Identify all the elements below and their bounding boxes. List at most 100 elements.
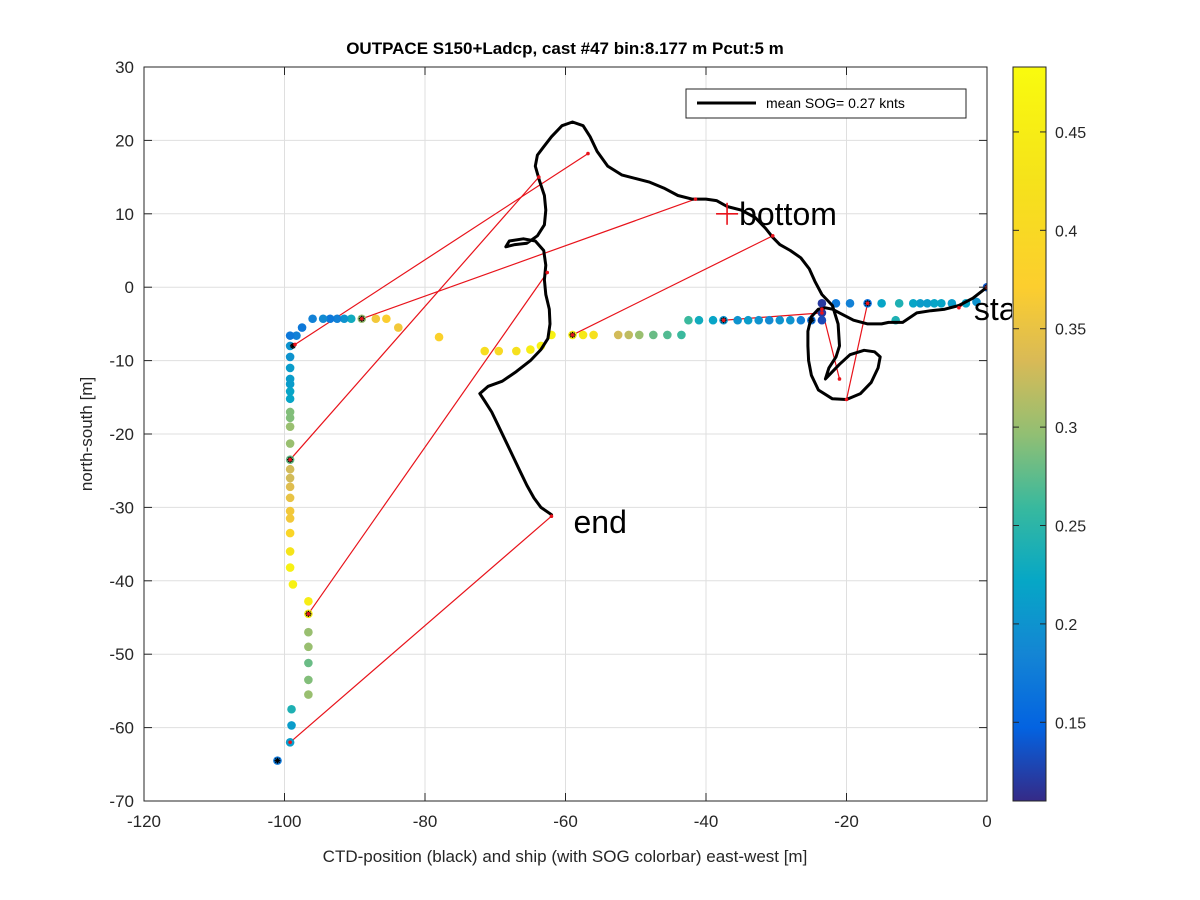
ship-point (775, 315, 785, 325)
y-tick-label: -10 (109, 352, 134, 371)
black-star-marker (274, 757, 281, 764)
ship-point (694, 315, 704, 325)
red-connector-end (693, 197, 698, 201)
y-tick-label: -20 (109, 425, 134, 444)
ship-point (304, 597, 313, 606)
ship-point (285, 387, 295, 396)
red-connector-end (288, 740, 292, 745)
red-connector-end (545, 270, 550, 275)
red-connector-end (820, 307, 824, 312)
ship-point (578, 330, 588, 340)
ctd-track-line (478, 120, 987, 517)
y-tick-label: 30 (115, 58, 134, 77)
ship-point (285, 331, 295, 340)
colorbar-tick-label: 0.15 (1055, 715, 1086, 732)
x-tick-label: -120 (127, 812, 161, 831)
ship-point (708, 315, 718, 325)
ship-point (292, 331, 301, 340)
ship-point (285, 514, 295, 523)
ship-point (308, 314, 317, 324)
ship-point (371, 314, 381, 324)
red-connector-end (844, 397, 849, 402)
ship-point (297, 323, 307, 332)
red-connector (361, 198, 696, 320)
ship-point (304, 627, 313, 637)
red-connector-end (865, 301, 870, 306)
red-connector (289, 176, 540, 461)
ship-point (304, 690, 313, 699)
annotation-end: end (574, 504, 627, 540)
ship-point (382, 314, 391, 324)
ship-point (346, 314, 356, 324)
colorbar-ticks: 0.15 0.2 0.25 0.3 0.35 0.4 0.45 (1013, 125, 1086, 732)
red-connector (572, 235, 774, 336)
red-connector-end (586, 151, 590, 156)
y-tick-label: -40 (109, 572, 134, 591)
ship-point (394, 323, 403, 332)
ship-point (285, 413, 295, 423)
ship-point (304, 675, 313, 685)
y-tick-label: 20 (115, 131, 134, 150)
x-tick-label: -80 (413, 812, 438, 831)
y-tick-label: -30 (109, 498, 134, 517)
ship-point (304, 642, 313, 652)
bottom-marker (716, 202, 739, 225)
red-connector-end (837, 377, 842, 381)
y-tick-label: 10 (115, 205, 134, 224)
ship-point (434, 332, 444, 342)
x-tick-label: -60 (553, 812, 578, 831)
chart-title: OUTPACE S150+Ladcp, cast #47 bin:8.177 m… (346, 39, 784, 58)
colorbar-tick-label: 0.25 (1055, 519, 1086, 536)
red-connector-end (570, 333, 575, 337)
ship-point (743, 315, 753, 325)
ship-point (339, 314, 349, 324)
ship-point (285, 506, 295, 516)
red-connector-end (957, 305, 961, 310)
red-connector-end (549, 514, 554, 519)
red-connector-end (721, 318, 726, 323)
red-connector (289, 515, 552, 743)
ship-point (754, 315, 763, 325)
ship-point (285, 422, 295, 431)
red-connector-end (306, 612, 311, 616)
ship-point (817, 299, 827, 308)
y-axis-label: north-south [m] (77, 377, 96, 491)
ship-point (288, 580, 298, 589)
y-tick-label: -50 (109, 645, 134, 664)
ship-point (285, 528, 295, 538)
x-tick-label: -20 (834, 812, 859, 831)
ship-point (287, 704, 296, 714)
ship-point (845, 299, 855, 308)
colorbar: 0.15 0.2 0.25 0.3 0.35 0.4 0.45 (1012, 66, 1086, 802)
ship-point (796, 315, 806, 325)
ship-point (922, 299, 932, 308)
ship-point (285, 482, 295, 492)
ship-point (480, 346, 490, 356)
red-connector-end (293, 342, 297, 347)
ship-point (285, 439, 295, 448)
ship-point (733, 315, 742, 325)
ship-point (494, 346, 504, 356)
red-connector-markers (288, 151, 987, 745)
ship-point (285, 363, 295, 373)
ship-point (318, 314, 328, 324)
ship-point (817, 315, 827, 325)
x-tick-label: 0 (982, 812, 991, 831)
ship-point (764, 315, 774, 325)
ship-point (613, 330, 623, 340)
ship-point (894, 299, 904, 308)
ship-point (624, 330, 634, 340)
ship-point (285, 464, 295, 474)
x-tick-label: -100 (267, 812, 301, 831)
ship-point (634, 330, 644, 340)
red-connector (307, 272, 548, 615)
ship-point (526, 345, 535, 354)
red-connector-end (359, 316, 364, 321)
ship-point (677, 330, 686, 340)
ship-point (589, 330, 598, 340)
colorbar-tick-label: 0.4 (1055, 223, 1077, 240)
ship-point (285, 563, 295, 572)
y-axis: -70 -60 -50 -40 -30 -20 -10 0 10 20 30 (109, 58, 987, 811)
annotation-start: start (974, 291, 1036, 327)
